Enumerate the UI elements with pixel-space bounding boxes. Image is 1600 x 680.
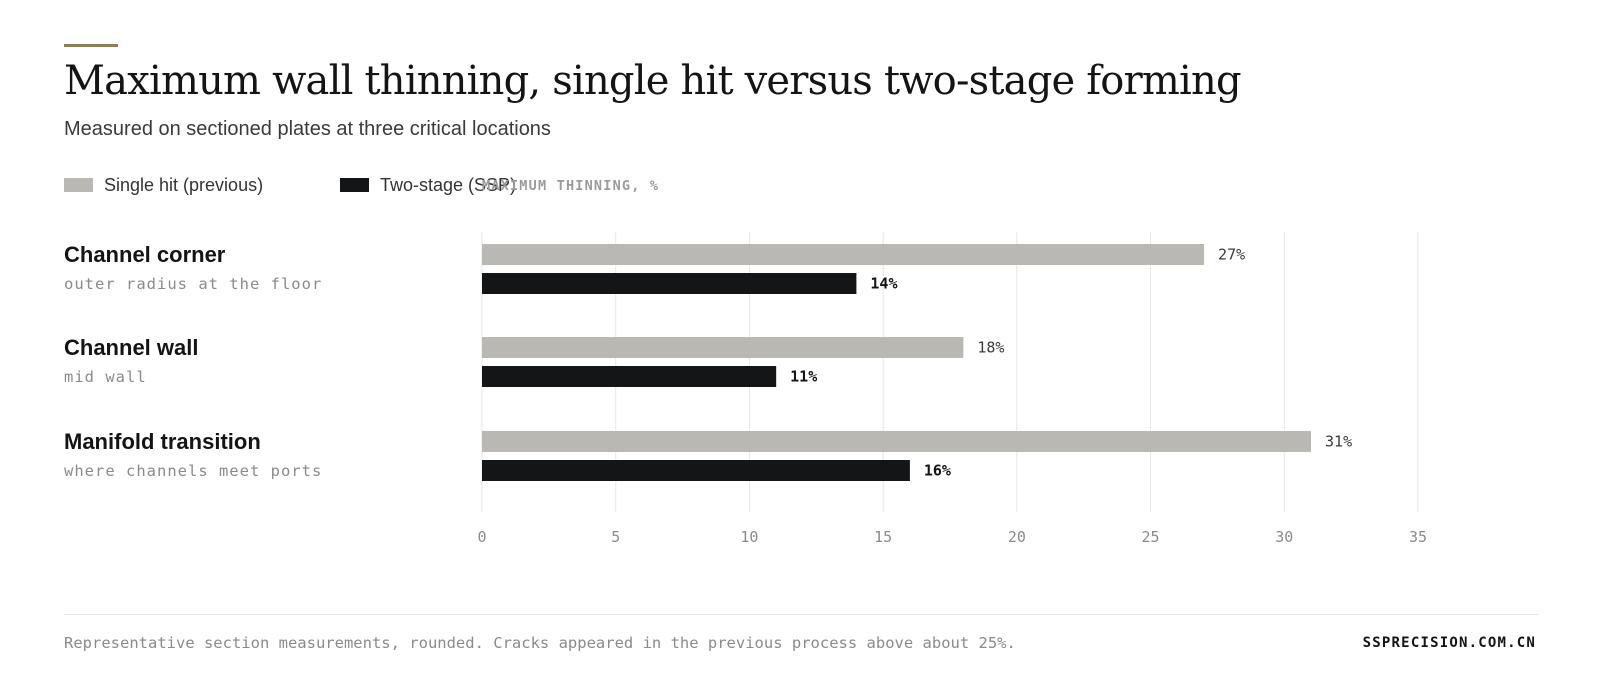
chart-subtitle: Measured on sectioned plates at three cr… — [64, 118, 551, 140]
category-note-channel-corner: outer radius at the floor — [64, 275, 323, 293]
bar-channel-wall-two-stage — [482, 366, 777, 387]
legend-label-two-stage: Two-stage (SSP) — [380, 174, 517, 195]
data-label-channel-corner-two-stage: 14% — [870, 275, 897, 293]
x-tick-label-15: 15 — [874, 528, 892, 546]
legend-swatch-single-hit — [64, 178, 93, 192]
legend-label-single-hit: Single hit (previous) — [104, 174, 264, 195]
x-tick-label-25: 25 — [1142, 528, 1160, 546]
x-tick-label-10: 10 — [740, 528, 758, 546]
title-accent-rule — [64, 44, 118, 47]
x-tick-label-20: 20 — [1008, 528, 1026, 546]
bar-channel-corner-single-hit — [482, 244, 1205, 265]
x-axis-label: MAXIMUM THINNING, % — [482, 178, 660, 194]
data-label-manifold-transition-single-hit: 31% — [1325, 433, 1352, 451]
chart-title: Maximum wall thinning, single hit versus… — [64, 58, 1242, 104]
category-note-manifold-transition: where channels meet ports — [64, 462, 323, 480]
data-label-channel-wall-single-hit: 18% — [977, 339, 1004, 357]
bar-channel-corner-two-stage — [482, 273, 857, 294]
bar-manifold-transition-single-hit — [482, 431, 1312, 452]
category-label-manifold-transition: Manifold transition — [64, 429, 261, 454]
x-tick-label-30: 30 — [1275, 528, 1293, 546]
x-tick-label-0: 0 — [477, 528, 486, 546]
footer-divider — [64, 614, 1538, 615]
site-domain: SSPRECISION.COM.CN — [1362, 635, 1536, 651]
category-label-channel-corner: Channel corner — [64, 242, 226, 267]
legend-item-two-stage: Two-stage (SSP) — [340, 172, 516, 198]
category-label-channel-wall: Channel wall — [64, 335, 199, 360]
bar-channel-wall-single-hit — [482, 337, 964, 358]
x-tick-label-35: 35 — [1409, 528, 1427, 546]
data-label-manifold-transition-two-stage: 16% — [924, 462, 951, 480]
footnote: Representative section measurements, rou… — [64, 634, 1016, 652]
category-note-channel-wall: mid wall — [64, 368, 147, 386]
x-tick-label-5: 5 — [611, 528, 620, 546]
legend-swatch-two-stage — [340, 178, 369, 192]
bar-manifold-transition-two-stage — [482, 460, 910, 481]
legend-item-single-hit: Single hit (previous) — [64, 172, 263, 198]
data-label-channel-wall-two-stage: 11% — [790, 368, 817, 386]
data-label-channel-corner-single-hit: 27% — [1218, 246, 1245, 264]
